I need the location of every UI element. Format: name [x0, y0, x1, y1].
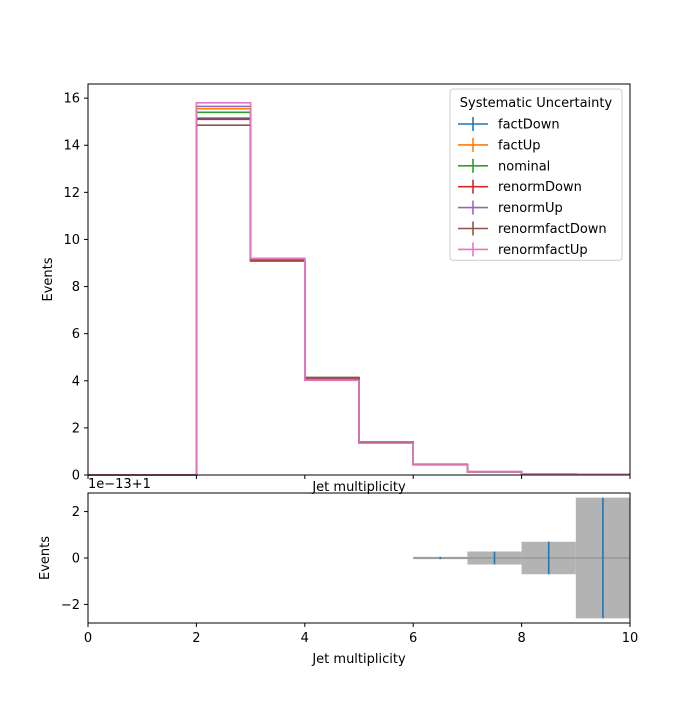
bottom-xtick-label: 2 — [192, 631, 200, 646]
bottom-ytick-label: 2 — [72, 505, 80, 520]
bottom-xtick-label: 0 — [84, 631, 92, 646]
bottom-xtick-label: 10 — [622, 631, 639, 646]
top-ytick-label: 0 — [72, 469, 80, 484]
top-ytick-label: 6 — [72, 327, 80, 342]
bottom-xtick-label: 6 — [409, 631, 417, 646]
top-ytick-label: 10 — [63, 233, 80, 248]
top-ytick-label: 12 — [63, 186, 80, 201]
bottom-panel: −2 0 2 0 2 4 6 8 10 1e−13+1 Jet multiplicity Events — [38, 477, 638, 667]
top-ytick-label: 4 — [72, 374, 80, 389]
legend-label-factUp: factUp — [498, 138, 541, 153]
top-x-axis-title: Jet multiplicity — [311, 480, 406, 495]
bottom-ytick-label: −2 — [61, 598, 80, 613]
legend-label-renormUp: renormUp — [498, 201, 563, 216]
legend-label-renormfactUp: renormfactUp — [498, 243, 588, 258]
legend-box — [449, 88, 623, 261]
legend-label-nominal: nominal — [498, 159, 550, 174]
legend-label-renormfactDown: renormfactDown — [498, 222, 607, 237]
bottom-ytick-label: 0 — [72, 552, 80, 567]
legend: Systematic Uncertainty factDown factUp nomi… — [449, 88, 623, 261]
bottom-y-axis-title: Events — [38, 536, 53, 580]
series-step-renormfactUp — [88, 102, 630, 476]
bottom-xtick-label: 4 — [301, 631, 309, 646]
top-axes-frame — [87, 83, 631, 476]
top-ytick-label: 16 — [63, 92, 80, 107]
legend-label-factDown: factDown — [498, 118, 560, 133]
top-y-axis-title: Events — [41, 257, 56, 301]
top-panel: 0 2 4 6 8 10 12 14 16 Jet multiplicity Events — [41, 83, 631, 495]
bottom-xtick-label: 8 — [517, 631, 525, 646]
bottom-x-axis-title: Jet multiplicity — [311, 652, 406, 667]
top-ytick-label: 8 — [72, 280, 80, 295]
bottom-offset-label: 1e−13+1 — [88, 477, 151, 492]
legend-label-renormDown: renormDown — [498, 180, 582, 195]
legend-title: Systematic Uncertainty — [460, 96, 613, 111]
top-ytick-label: 2 — [72, 421, 80, 436]
top-ytick-label: 14 — [63, 139, 80, 154]
